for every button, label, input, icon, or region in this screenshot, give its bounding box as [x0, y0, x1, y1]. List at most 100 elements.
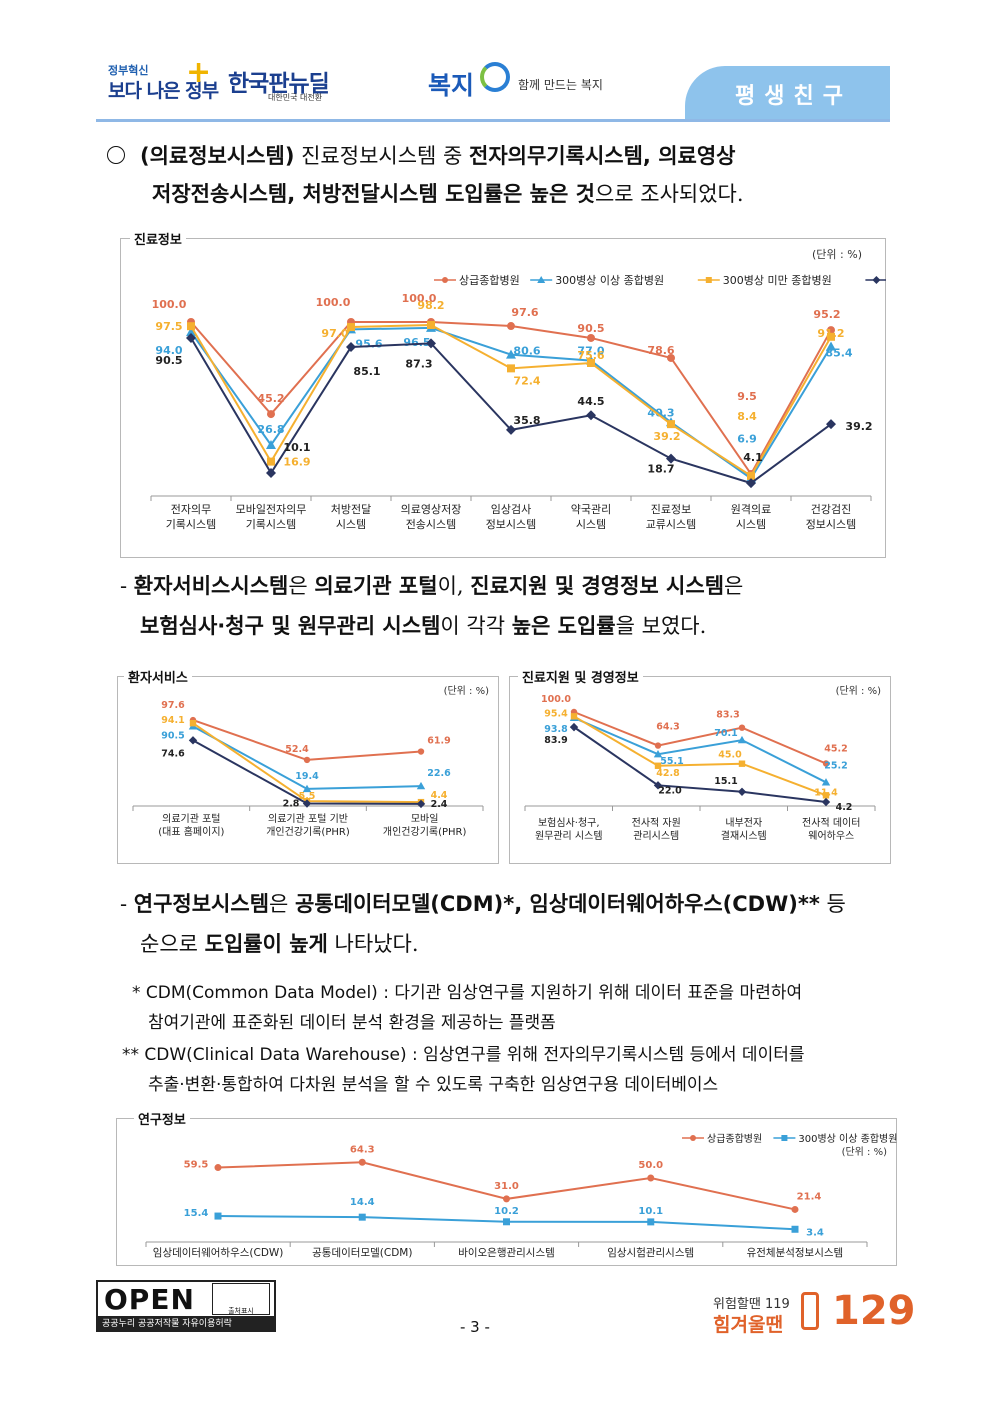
chart-frame-patient	[117, 676, 499, 864]
category-label: 정보시스템	[486, 518, 537, 531]
data-point	[302, 799, 312, 808]
data-point	[822, 760, 830, 767]
category-label: 공통데이터모델(CDM)	[312, 1247, 412, 1259]
category-label: 개인건강기록(PHR)	[383, 826, 467, 838]
data-label: 78.6	[647, 344, 674, 357]
header-divider	[96, 119, 890, 122]
data-label: 52.4	[285, 744, 309, 755]
category-label: 건강검진	[811, 503, 851, 516]
data-label: 4.1	[743, 451, 763, 464]
paragraph-2-line-1: - 환자서비스시스템은 의료기관 포털이, 진료지원 및 경영정보 시스템은	[120, 574, 744, 598]
data-label: 90.5	[577, 322, 604, 335]
data-point	[821, 797, 831, 807]
data-label: 95.4	[544, 708, 568, 719]
category-label: 유전체분석정보시스템	[747, 1247, 844, 1259]
data-label: 18.7	[647, 463, 674, 476]
chart-patient-service: 의료기관 포털(대표 홈페이지)의료기관 포털 기반개인건강기록(PHR)모바일…	[132, 684, 489, 838]
data-label: 97.0	[321, 327, 348, 340]
data-point	[587, 333, 595, 342]
data-point	[738, 760, 746, 767]
data-label: 44.5	[577, 395, 604, 408]
data-label: 90.5	[161, 730, 184, 741]
data-label: 94.1	[161, 715, 184, 726]
data-label: 100.0	[152, 298, 187, 311]
data-label: 90.5	[155, 354, 182, 367]
open-license-label: OPEN	[104, 1283, 195, 1316]
data-point	[187, 322, 195, 331]
data-point	[826, 419, 836, 430]
data-point	[507, 364, 515, 373]
unit-label: (단위 : %)	[812, 248, 862, 261]
data-point	[346, 342, 356, 353]
data-label: 97.5	[155, 320, 182, 333]
data-label: 14.4	[350, 1197, 375, 1208]
data-point	[267, 410, 275, 419]
data-point	[506, 424, 516, 435]
data-label: 83.3	[716, 710, 739, 721]
category-label: 정보시스템	[806, 518, 857, 531]
phone-icon	[801, 1292, 819, 1330]
data-point	[667, 420, 675, 429]
data-point	[738, 724, 746, 731]
data-label: 39.2	[653, 430, 680, 443]
data-label: 4.2	[836, 802, 853, 813]
unit-label: (단위 : %)	[836, 684, 882, 697]
data-point	[503, 1218, 510, 1226]
data-label: 95.6	[355, 337, 382, 350]
data-label: 70.1	[714, 728, 737, 739]
data-point	[791, 1205, 799, 1213]
attribution-person-icon: 출처표시	[212, 1283, 270, 1315]
data-point	[737, 735, 747, 744]
data-label: 11.4	[814, 787, 838, 798]
legend-marker	[690, 1135, 696, 1141]
hotline-129-number: 129	[832, 1288, 916, 1334]
chart-title-patient: 환자서비스	[124, 667, 192, 686]
chart-title-research: 연구정보	[134, 1109, 190, 1128]
data-point	[507, 322, 515, 331]
footnote-cdw-line-1: ** CDW(Clinical Data Warehouse) : 임상연구를 …	[122, 1045, 805, 1065]
data-point	[827, 332, 835, 341]
data-label: 5.5	[299, 791, 316, 802]
data-point	[427, 321, 435, 330]
category-label: 개인건강기록(PHR)	[266, 826, 350, 838]
welfare-logo: 복지	[428, 71, 475, 100]
data-point	[347, 323, 355, 332]
legend-marker	[537, 276, 546, 283]
data-point	[417, 748, 425, 755]
data-point	[569, 722, 579, 732]
data-label: 2.8	[283, 799, 300, 810]
category-label: 기록시스템	[246, 518, 297, 531]
data-label: 22.6	[427, 768, 451, 779]
korean-new-deal-logo: 한국판뉴딜	[228, 71, 330, 97]
data-point	[586, 410, 596, 421]
data-label: 22.0	[658, 785, 682, 796]
series-line	[573, 726, 827, 804]
data-label: 35.8	[513, 414, 540, 427]
data-label: 4.4	[431, 790, 448, 801]
data-label: 15.1	[714, 776, 737, 787]
data-label: 93.8	[544, 724, 568, 735]
category-label: 시스템	[336, 518, 366, 531]
legend-label: 상급종합병원	[707, 1133, 762, 1145]
chart-frame-clinical	[120, 238, 886, 558]
data-point	[302, 784, 312, 793]
data-label: 98.2	[417, 299, 444, 312]
data-label: 85.1	[353, 365, 380, 378]
data-point	[503, 1195, 510, 1203]
data-label: 94.0	[155, 344, 182, 357]
data-point	[214, 1212, 222, 1220]
hotline-129-caption: 힘겨울땐	[713, 1314, 783, 1336]
data-label: 45.0	[718, 750, 742, 761]
data-label: 100.0	[541, 694, 571, 705]
category-label: 시스템	[576, 518, 606, 531]
data-label: 96.5	[403, 336, 430, 349]
data-label: 77.0	[577, 345, 604, 358]
legend-label: 상급종합병원	[459, 274, 520, 287]
data-point	[416, 799, 426, 809]
data-point	[266, 439, 276, 449]
legend-marker	[442, 277, 448, 283]
page-number: - 3 -	[460, 1318, 490, 1336]
category-label: 임상시험관리시스템	[607, 1246, 694, 1259]
data-point	[747, 471, 755, 480]
